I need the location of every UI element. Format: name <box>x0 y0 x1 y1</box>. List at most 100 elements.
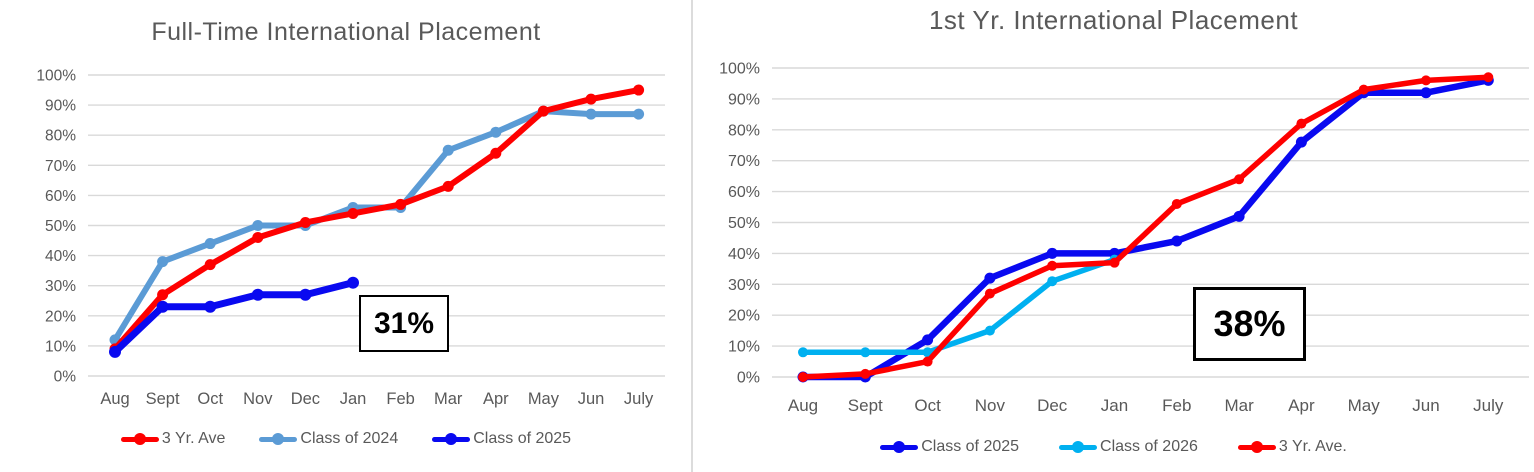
data-point-marker <box>798 347 808 358</box>
y-tick-label: 50% <box>45 218 76 235</box>
legend-item-class-of-2025: Class of 2025 <box>880 438 1019 456</box>
data-point-marker <box>442 144 454 156</box>
data-point-marker <box>585 108 597 120</box>
data-point-marker <box>252 220 264 231</box>
data-point-marker <box>860 368 871 379</box>
x-category-label: Dec <box>291 390 320 408</box>
y-axis-tick-labels: 0% 10% 20% 30% 40% 50% 60% 70% 80% 90% 100% <box>719 61 760 387</box>
x-category-label: Dec <box>1037 396 1068 415</box>
fulltime-chart-panel: Full-Time International Placement 0% 10% 2… <box>0 0 692 472</box>
fulltime-chart-plot: 0% 10% 20% 30% 40% 50% 60% 70% 80% 90% 100% Aug Sept… <box>36 68 665 408</box>
series-class-of-2025 <box>109 276 359 358</box>
x-category-label: Aug <box>788 396 818 415</box>
legend-label: Class of 2025 <box>921 438 1020 455</box>
data-point-marker <box>1358 84 1369 95</box>
x-category-label: Oct <box>914 396 941 415</box>
data-point-marker <box>299 288 312 301</box>
x-category-label: Jun <box>578 390 605 408</box>
data-point-marker <box>347 207 359 219</box>
data-point-marker <box>922 334 934 346</box>
data-point-marker <box>537 105 549 117</box>
series-line <box>799 77 1492 381</box>
x-category-label: July <box>624 390 654 408</box>
series-line <box>112 87 642 352</box>
firstyr-chart-panel: 1st Yr. International Placement 0% 10% 20%… <box>693 0 1534 472</box>
data-point-marker <box>984 272 996 284</box>
data-point-marker <box>798 372 808 382</box>
x-category-label: May <box>1348 396 1381 415</box>
fulltime-chart-legend: 3 Yr. Ave Class of 2024 Class of 2025 <box>0 430 692 448</box>
legend-dot-icon <box>133 433 146 445</box>
legend-label: Class of 2025 <box>473 430 572 447</box>
legend-label: 3 Yr. Ave <box>161 430 226 447</box>
series-3-yr-ave- <box>798 72 1494 382</box>
firstyr-chart-title: 1st Yr. International Placement <box>928 5 1299 35</box>
legend-item-class-of-2026: Class of 2026 <box>1059 438 1198 456</box>
y-tick-label: 20% <box>45 308 76 325</box>
data-point-marker <box>984 325 995 336</box>
data-point-marker <box>1483 72 1494 83</box>
data-point-marker <box>860 347 871 358</box>
y-tick-label: 90% <box>728 91 760 108</box>
series-class-of-2025 <box>797 74 1494 383</box>
legend-item-3-yr-ave-: 3 Yr. Ave. <box>1237 438 1347 456</box>
data-point-marker <box>299 216 311 228</box>
data-point-marker <box>1047 260 1058 271</box>
x-category-label: Mar <box>1224 396 1254 415</box>
legend-label: Class of 2026 <box>1100 438 1198 455</box>
data-point-marker <box>157 289 169 301</box>
x-category-label: Apr <box>483 390 509 408</box>
x-category-label: July <box>1473 396 1504 415</box>
legend-dot-icon <box>1072 441 1085 453</box>
data-point-marker <box>490 147 502 159</box>
data-point-marker <box>490 126 502 138</box>
y-tick-label: 100% <box>36 68 76 85</box>
y-axis-tick-labels: 0% 10% 20% 30% 40% 50% 60% 70% 80% 90% 100% <box>36 68 76 386</box>
data-point-marker <box>1171 235 1183 247</box>
y-tick-label: 0% <box>54 369 77 386</box>
data-point-marker <box>1296 118 1307 129</box>
y-tick-label: 60% <box>45 188 76 205</box>
legend-dot-icon <box>272 433 285 445</box>
data-point-marker <box>156 300 169 313</box>
data-point-marker <box>347 276 359 289</box>
legend-line-marker-icon <box>259 433 298 445</box>
data-point-marker <box>204 238 216 250</box>
y-tick-label: 0% <box>737 370 760 387</box>
data-point-marker <box>1233 210 1245 222</box>
panel-divider <box>691 0 693 472</box>
x-category-label: Jun <box>1412 396 1439 415</box>
legend-line-marker-icon <box>1059 441 1098 453</box>
legend-line-marker-icon <box>432 433 471 445</box>
series-line <box>111 279 357 356</box>
x-category-label: Oct <box>197 390 223 408</box>
legend-item-3-yr-ave: 3 Yr. Ave <box>120 430 226 448</box>
legend-label: Class of 2024 <box>300 430 399 447</box>
gridlines <box>772 67 1529 378</box>
legend-line-marker-icon <box>1237 441 1276 453</box>
data-point-marker <box>1420 87 1432 99</box>
y-tick-label: 20% <box>728 308 760 325</box>
series-line <box>800 74 1492 380</box>
data-point-marker <box>1171 198 1182 209</box>
y-tick-label: 40% <box>45 248 76 265</box>
y-tick-label: 10% <box>45 338 76 355</box>
x-category-label: Apr <box>1288 396 1315 415</box>
y-tick-label: 40% <box>728 246 760 263</box>
data-point-marker <box>157 256 169 268</box>
data-point-marker <box>251 288 264 301</box>
data-point-marker <box>1109 257 1120 268</box>
data-point-marker <box>1421 75 1431 86</box>
data-point-marker <box>633 84 645 96</box>
data-point-marker <box>1234 174 1245 185</box>
data-point-marker <box>252 232 264 244</box>
firstyr-chart-plot: 0% 10% 20% 30% 40% 50% 60% 70% 80% 90% 100% Aug Sept… <box>719 61 1529 415</box>
legend-line-marker-icon <box>880 441 919 453</box>
legend-dot-icon <box>1250 441 1263 453</box>
x-category-label: Jan <box>340 390 367 408</box>
y-tick-label: 100% <box>719 61 760 78</box>
fulltime-annotation-31pct: 31% <box>359 295 449 352</box>
legend-dot-icon <box>445 433 458 445</box>
x-category-label: Nov <box>975 396 1006 415</box>
